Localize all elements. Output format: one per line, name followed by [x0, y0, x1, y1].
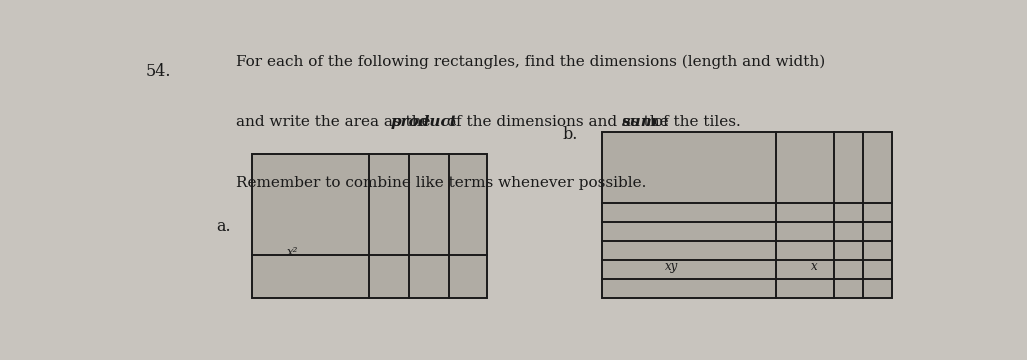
Text: x: x — [810, 260, 817, 273]
Text: and write the area as the: and write the area as the — [236, 115, 435, 129]
Bar — [252, 154, 487, 298]
Text: 54.: 54. — [146, 63, 172, 80]
Text: x²: x² — [288, 246, 299, 259]
Text: sum: sum — [621, 115, 657, 129]
Text: For each of the following rectangles, find the dimensions (length and width): For each of the following rectangles, fi… — [236, 54, 825, 69]
Text: Remember to combine like terms whenever possible.: Remember to combine like terms whenever … — [236, 176, 646, 190]
Text: of the dimensions and as the: of the dimensions and as the — [442, 115, 674, 129]
Bar — [602, 132, 892, 298]
Text: product: product — [390, 115, 457, 129]
Text: a.: a. — [216, 218, 230, 235]
Text: b.: b. — [562, 126, 577, 143]
Text: of the tiles.: of the tiles. — [649, 115, 741, 129]
Text: xy: xy — [665, 260, 678, 273]
